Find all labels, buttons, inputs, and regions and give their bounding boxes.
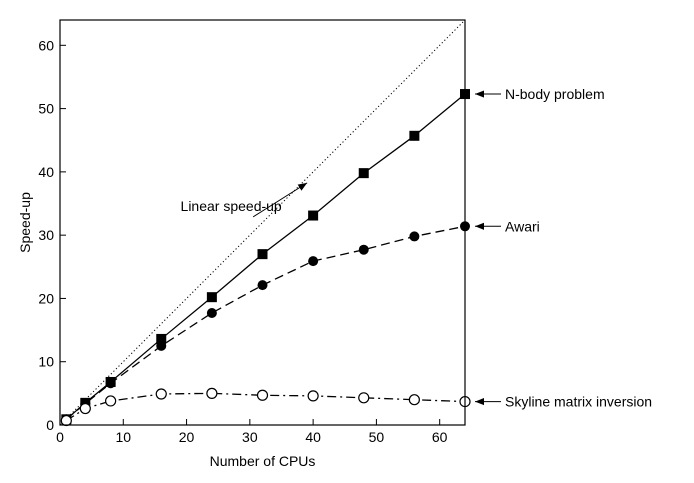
- point-s0-4: [206, 292, 217, 303]
- y-axis-label: Speed-up: [17, 192, 33, 253]
- series-line-1: [65, 225, 466, 420]
- point-s2-7: [358, 392, 370, 404]
- series-line-0: [65, 93, 466, 420]
- x-tick-label-50: 50: [369, 429, 385, 445]
- y-tick-label-10: 10: [38, 354, 54, 370]
- y-tick-label-20: 20: [38, 290, 54, 306]
- point-s0-5: [257, 249, 268, 260]
- annotation-label-3: Skyline matrix inversion: [505, 394, 652, 410]
- point-s2-4: [206, 387, 218, 399]
- point-s1-8: [409, 231, 420, 242]
- x-axis-label: Number of CPUs: [210, 453, 316, 469]
- point-s2-2: [105, 395, 117, 407]
- point-s2-8: [408, 394, 420, 406]
- series-line-2: [65, 392, 466, 422]
- y-tick-label-0: 0: [46, 417, 54, 433]
- point-s2-3: [155, 388, 167, 400]
- annotation-label-2: Awari: [505, 218, 540, 234]
- y-tick-label-60: 60: [38, 37, 54, 53]
- y-tick-label-50: 50: [38, 101, 54, 117]
- x-tick-label-20: 20: [179, 429, 195, 445]
- point-s0-3: [156, 333, 167, 344]
- point-s0-8: [409, 130, 420, 141]
- x-tick-label-0: 0: [56, 429, 64, 445]
- point-s1-7: [358, 244, 369, 255]
- x-tick-label-30: 30: [242, 429, 258, 445]
- x-tick-label-40: 40: [305, 429, 321, 445]
- point-s1-6: [308, 256, 319, 267]
- plot-frame: [59, 19, 466, 426]
- annotation-arrow-0: [252, 182, 308, 218]
- x-tick-label-60: 60: [432, 429, 448, 445]
- y-tick-label-40: 40: [38, 164, 54, 180]
- reference-layer: [59, 19, 466, 426]
- point-s1-2: [105, 378, 116, 389]
- series-lines: [65, 93, 466, 422]
- axes: [59, 19, 466, 426]
- point-s2-1: [79, 402, 91, 415]
- reference-line-linear-speed-up: [59, 19, 466, 426]
- point-s0-6: [308, 210, 319, 221]
- point-s2-0: [60, 414, 72, 427]
- point-s2-6: [307, 390, 319, 402]
- annotation-label-0: Linear speed-up: [181, 198, 282, 214]
- annotations: Linear speed-up N-body problem Awari Skylin…: [181, 86, 653, 410]
- point-s2-5: [256, 389, 269, 401]
- point-s1-5: [257, 280, 268, 291]
- point-s1-3: [156, 340, 167, 351]
- tick-labels: 0 10 20 30 40 50 60 0 10 20 30 40 50 60 Number of CPUs…: [17, 37, 448, 469]
- y-tick-label-30: 30: [38, 227, 54, 243]
- point-s0-7: [358, 168, 369, 179]
- x-tick-label-10: 10: [115, 429, 131, 445]
- annotation-label-1: N-body problem: [505, 86, 605, 102]
- point-s1-4: [206, 307, 217, 318]
